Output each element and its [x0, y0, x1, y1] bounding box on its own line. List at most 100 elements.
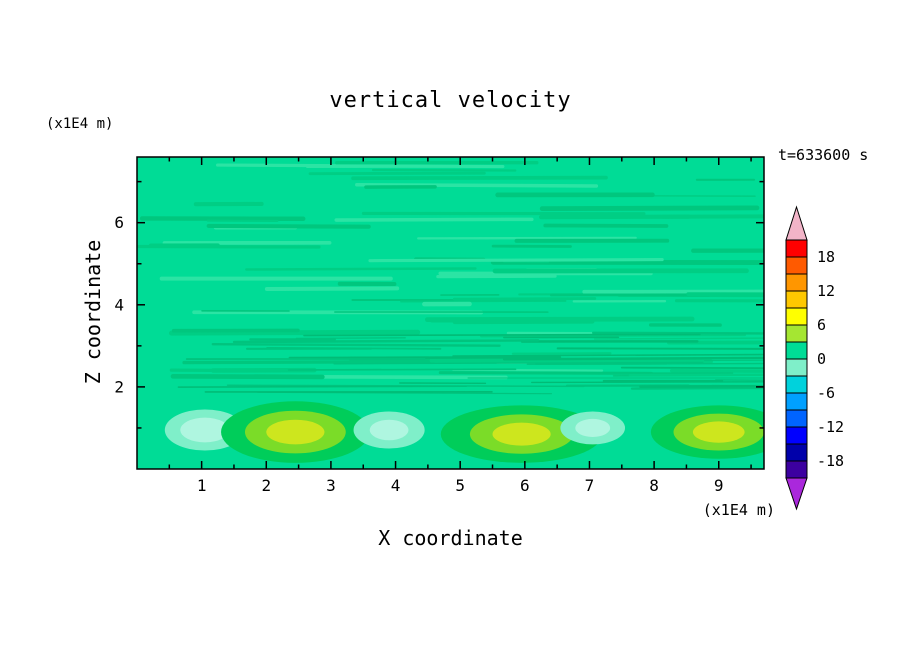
- wave-streak: [620, 366, 764, 370]
- x-tick-label: 7: [585, 476, 595, 495]
- wave-streak: [491, 244, 572, 248]
- colorbar-label: -12: [817, 418, 844, 436]
- colorbar-segment: [785, 290, 808, 309]
- wave-streak: [667, 340, 764, 345]
- colorbar-label: -18: [817, 452, 844, 470]
- wave-streak: [648, 323, 722, 327]
- wave-streak: [361, 211, 646, 216]
- convection-cell-layer: [266, 419, 325, 445]
- wave-streak: [171, 328, 300, 333]
- wave-streak: [492, 268, 749, 274]
- wave-streak: [170, 373, 325, 380]
- z-tick-label: 4: [114, 295, 124, 314]
- wave-streak: [364, 185, 437, 189]
- wave-streak: [424, 316, 695, 323]
- wave-streak: [399, 382, 487, 385]
- wave-streak: [452, 297, 597, 301]
- wave-streak: [531, 380, 764, 384]
- wave-streak: [691, 248, 764, 253]
- wave-streak: [452, 353, 764, 357]
- colorbar-segment: [785, 324, 808, 343]
- wave-streak: [686, 292, 764, 297]
- colorbar-segment: [785, 273, 808, 292]
- wave-streak: [159, 276, 393, 281]
- x-tick-label: 8: [649, 476, 659, 495]
- wave-streak: [422, 301, 472, 307]
- wave-streak: [139, 216, 306, 222]
- wave-streak: [303, 333, 701, 337]
- contour-field: [137, 157, 764, 469]
- colorbar-segment: [785, 239, 808, 258]
- wave-streak: [639, 384, 764, 388]
- wave-streak: [661, 214, 764, 219]
- wave-streak: [232, 339, 540, 344]
- wave-streak: [333, 361, 704, 365]
- wave-streak: [674, 299, 764, 303]
- x-axis-unit: (x1E4 m): [702, 501, 775, 519]
- axes-group: [136, 156, 765, 470]
- x-tick-label: 5: [455, 476, 465, 495]
- wave-streak: [226, 384, 585, 388]
- wave-streak: [520, 340, 699, 343]
- wave-streak: [211, 343, 501, 347]
- convection-cell-layer: [575, 418, 611, 437]
- wave-streak: [368, 258, 664, 263]
- wave-streak: [526, 362, 764, 365]
- colorbar: 18 12 6 0 -6 -12 -18: [785, 205, 844, 511]
- convection-cell-layer: [369, 419, 409, 441]
- x-tick-label: 9: [714, 476, 724, 495]
- plot-frame: [136, 156, 765, 470]
- convection-cell-layer: [492, 422, 551, 446]
- wave-streak: [593, 337, 764, 340]
- wave-streak: [185, 358, 426, 360]
- wave-streak: [514, 238, 670, 243]
- wave-streak: [287, 368, 517, 371]
- wave-streak: [169, 368, 305, 373]
- colorbar-segment: [785, 409, 808, 428]
- colorbar-segment: [785, 392, 808, 411]
- wave-streak: [440, 294, 500, 296]
- wave-streak: [556, 347, 764, 351]
- wave-streak: [245, 347, 373, 350]
- x-tick-label: 1: [197, 476, 207, 495]
- wave-streak: [550, 293, 711, 297]
- colorbar-top-arrow: [785, 205, 808, 241]
- colorbar-label: 6: [817, 316, 826, 334]
- colorbar-segment: [785, 307, 808, 326]
- colorbar-segment: [785, 460, 808, 479]
- wave-streak: [264, 286, 400, 292]
- wave-streak: [201, 309, 290, 312]
- wave-streak: [630, 385, 764, 390]
- colorbar-segment: [785, 426, 808, 445]
- x-tick-label: 4: [391, 476, 401, 495]
- wave-streak: [295, 337, 406, 340]
- wave-streak: [669, 368, 764, 374]
- wave-streak: [334, 217, 534, 222]
- wave-streak: [204, 391, 493, 393]
- wave-streak: [543, 223, 669, 228]
- wave-streak: [495, 192, 655, 198]
- wave-streak: [467, 377, 764, 379]
- wave-streak: [337, 281, 397, 287]
- wave-streak: [206, 219, 279, 223]
- wave-streak: [695, 178, 756, 181]
- wave-streak: [438, 371, 653, 375]
- wave-streak: [572, 300, 667, 303]
- wave-streak: [193, 201, 264, 207]
- wave-streak: [591, 331, 764, 336]
- wave-streak: [334, 311, 549, 313]
- convection-cell-layer: [180, 417, 230, 443]
- colorbar-label: -6: [817, 384, 835, 402]
- wave-streak: [215, 163, 505, 169]
- wave-streak: [245, 267, 477, 271]
- convection-cell-layer: [692, 421, 745, 443]
- wave-streak: [502, 356, 764, 361]
- wave-streak: [503, 336, 620, 339]
- time-stamp: t=633600 s: [778, 146, 869, 164]
- wave-streak: [148, 243, 220, 248]
- wave-streak: [351, 175, 608, 181]
- colorbar-segment: [785, 443, 808, 462]
- x-tick-label: 2: [261, 476, 271, 495]
